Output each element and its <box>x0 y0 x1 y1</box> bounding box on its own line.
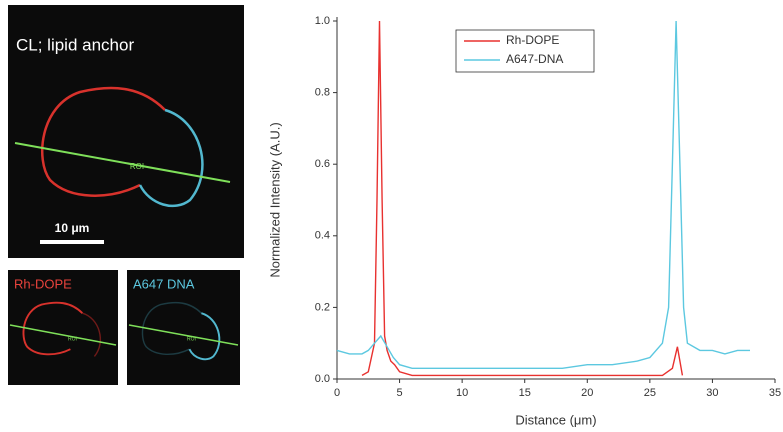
y-tick-label: 0.4 <box>315 230 330 242</box>
legend-box <box>455 29 595 73</box>
x-tick-label: 10 <box>456 387 468 399</box>
y-tick-label: 0.2 <box>315 301 330 313</box>
roi-line <box>128 324 239 346</box>
legend-label: Rh-DOPE <box>506 33 559 47</box>
x-tick-label: 30 <box>706 387 718 399</box>
x-axis-label: Distance (μm) <box>515 412 596 427</box>
x-tick-label: 20 <box>581 387 593 399</box>
x-tick-label: 15 <box>519 387 531 399</box>
roi-label: ROI <box>130 162 144 171</box>
y-tick-label: 0.6 <box>315 158 330 170</box>
roi-line <box>14 142 231 183</box>
scale-bar <box>40 240 104 244</box>
data-line <box>336 20 750 369</box>
roi-line <box>9 324 117 346</box>
micrograph <box>8 5 244 258</box>
panel-label: A647 DNA <box>133 276 195 291</box>
x-tick-label: 0 <box>334 387 340 399</box>
roi-label: ROI <box>187 336 196 342</box>
y-tick-label: 0.0 <box>315 373 330 385</box>
y-tick-label: 0.8 <box>315 87 330 99</box>
cell <box>141 301 221 361</box>
x-tick-label: 25 <box>644 387 656 399</box>
data-line <box>361 20 684 377</box>
panel-title: CL; lipid anchor <box>16 35 134 54</box>
roi-label: ROI <box>68 336 77 342</box>
scale-label: 10 μm <box>55 221 90 235</box>
x-tick-label: 35 <box>769 387 781 399</box>
panel-label: Rh-DOPE <box>14 276 72 291</box>
cell <box>22 301 102 357</box>
y-tick-label: 1.0 <box>315 15 330 27</box>
y-axis-label: Normalized Intensity (A.U.) <box>267 122 282 277</box>
legend-label: A647-DNA <box>506 52 563 66</box>
x-tick-label: 5 <box>397 387 403 399</box>
